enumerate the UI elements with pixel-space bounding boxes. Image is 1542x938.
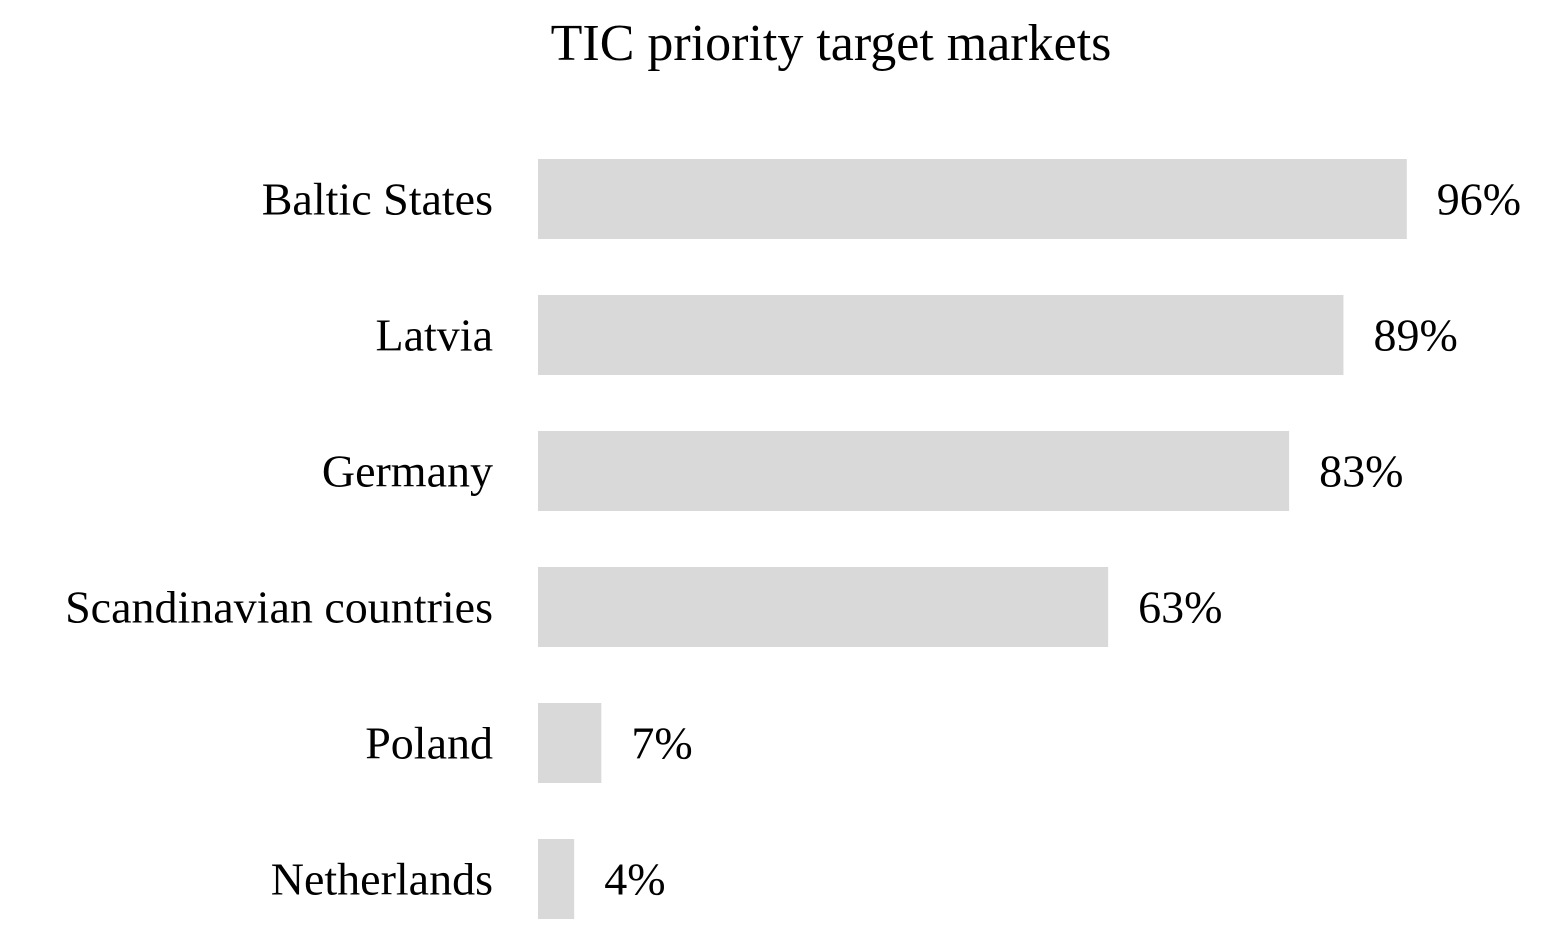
value-label-baltic-states: 96% (1437, 174, 1521, 225)
category-labels-layer: Baltic States Latvia Germany Scandinavian c… (65, 174, 493, 905)
category-label-germany: Germany (322, 446, 493, 497)
value-label-germany: 83% (1319, 446, 1403, 497)
category-label-netherlands: Netherlands (271, 854, 493, 905)
value-labels-layer: 96% 89% 83% 63% 7% 4% (604, 174, 1521, 905)
value-label-netherlands: 4% (604, 854, 665, 905)
bar-scandinavian-countries (538, 567, 1109, 647)
category-label-poland: Poland (365, 718, 493, 769)
value-label-latvia: 89% (1373, 310, 1457, 361)
bar-netherlands (538, 839, 575, 919)
bar-latvia (538, 295, 1344, 375)
category-label-baltic-states: Baltic States (262, 174, 493, 225)
category-label-scandinavian-countries: Scandinavian countries (65, 582, 493, 633)
bars-layer (538, 159, 1407, 919)
bar-poland (538, 703, 602, 783)
category-label-latvia: Latvia (376, 310, 494, 361)
value-label-poland: 7% (631, 718, 692, 769)
bar-baltic-states (538, 159, 1407, 239)
bar-germany (538, 431, 1290, 511)
value-label-scandinavian-countries: 63% (1138, 582, 1222, 633)
chart-title: TIC priority target markets (550, 15, 1112, 72)
